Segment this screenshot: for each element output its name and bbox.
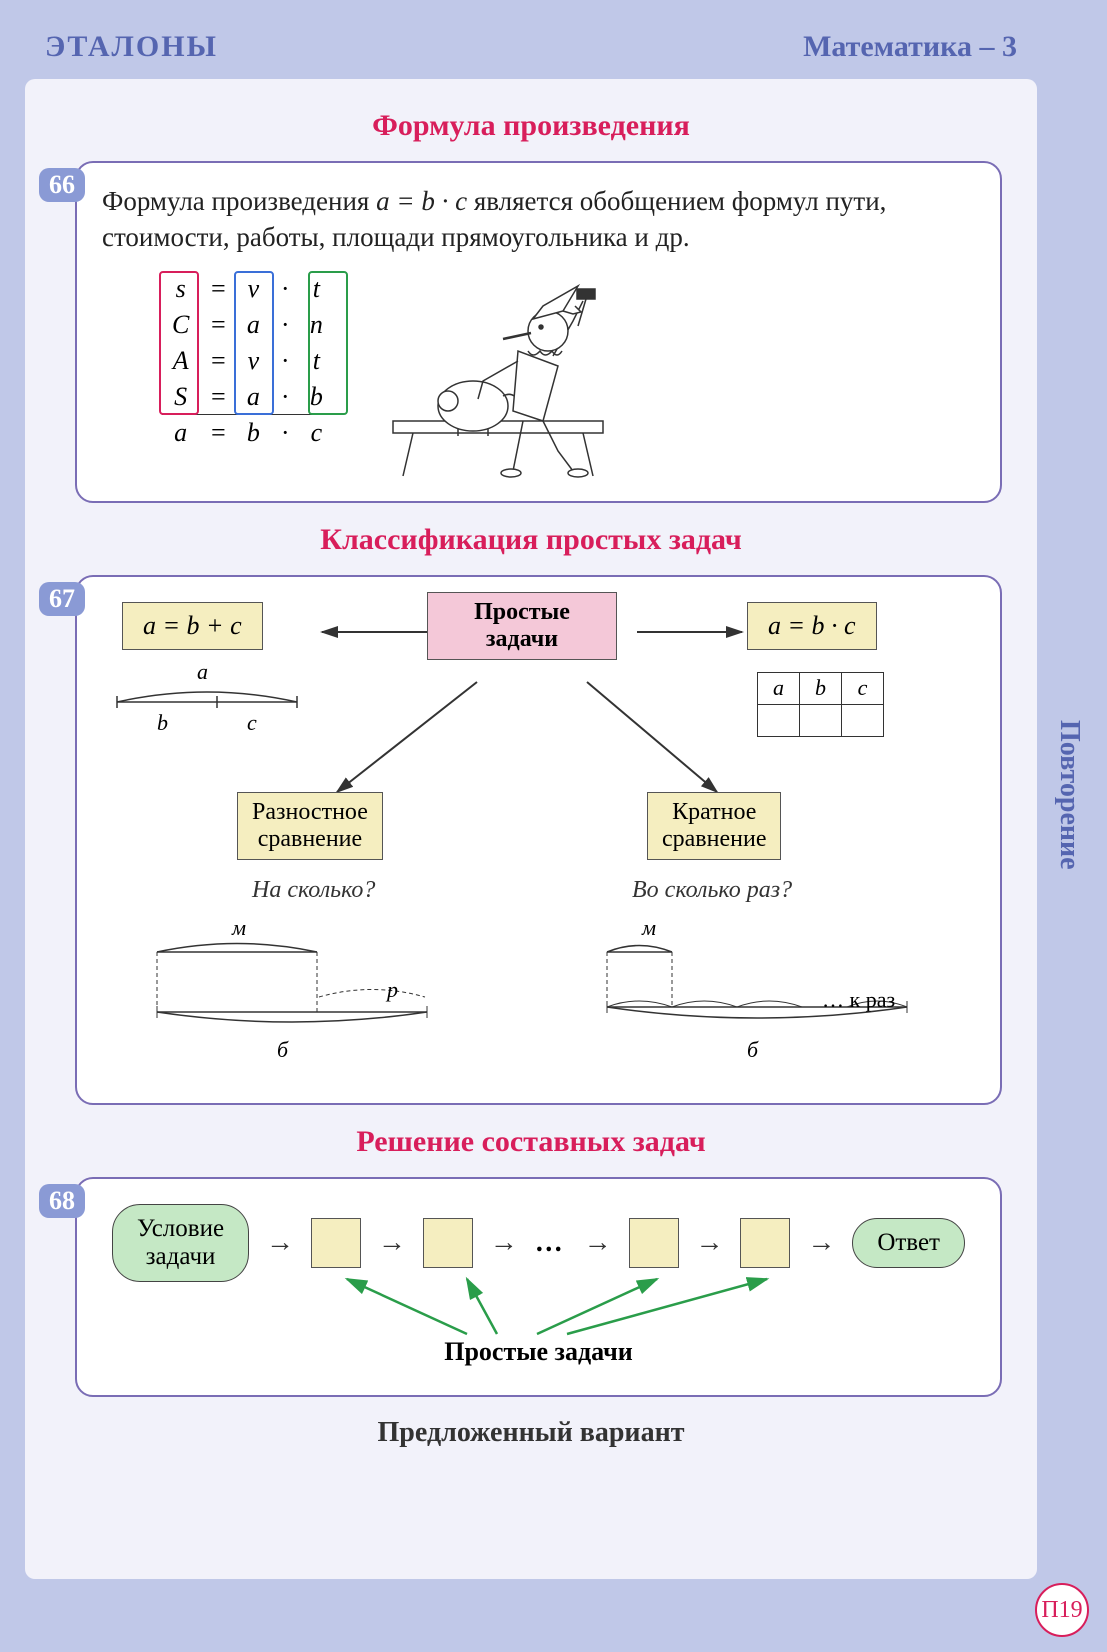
green-arrows: [97, 1274, 977, 1344]
node-left-child: Разностное сравнение: [237, 792, 383, 860]
pill-start: Условие задачи: [112, 1204, 249, 1282]
flow-box-4: [740, 1218, 790, 1268]
card-67: 67 Простые задачи a = b + c a = b · c: [75, 575, 1002, 1105]
footer-title: Предложенный вариант: [40, 1417, 1022, 1449]
arrow-icon: →: [807, 1227, 835, 1259]
badge-66: 66: [39, 168, 85, 202]
column-box-red: [159, 271, 199, 415]
flow-box-2: [423, 1218, 473, 1268]
arrow-icon: →: [696, 1227, 724, 1259]
arrow-icon: →: [584, 1227, 612, 1259]
caption-left: На сколько?: [252, 877, 375, 904]
section-title-1: Формула произведения: [40, 109, 1022, 143]
flow-box-3: [629, 1218, 679, 1268]
flow-box-1: [311, 1218, 361, 1268]
node-right-child: Кратное сравнение: [647, 792, 781, 860]
flow-row: Условие задачи → → → … → → → Ответ: [102, 1204, 975, 1282]
arrow-icon: →: [266, 1227, 294, 1259]
formula-columns: s=v·t C=a·n A=v·t S=a·b a=b·c: [162, 271, 333, 451]
node-right-formula: a = b · c: [747, 602, 877, 650]
dots: …: [535, 1227, 567, 1259]
content-area: Формула произведения 66 Формула произвед…: [25, 79, 1037, 1579]
card-66-text: Формула произведения a = b · c является …: [102, 183, 975, 256]
card-68: 68 Условие задачи → → → … → → → Ответ: [75, 1177, 1002, 1397]
badge-67: 67: [39, 582, 85, 616]
section-title-2: Классификация простых задач: [40, 523, 1022, 557]
column-box-green: [308, 271, 348, 415]
node-left-formula: a = b + c: [122, 602, 263, 650]
pinocchio-illustration: [363, 271, 643, 481]
section-title-3: Решение составных задач: [40, 1125, 1022, 1159]
mini-table: abc: [757, 672, 884, 737]
card-66: 66 Формула произведения a = b · c являет…: [75, 161, 1002, 503]
page-header: ЭТАЛОНЫ Математика – 3: [25, 20, 1037, 79]
badge-68: 68: [39, 1184, 85, 1218]
pill-end: Ответ: [852, 1218, 965, 1268]
node-center: Простые задачи: [427, 592, 617, 660]
segment-a-bc: [107, 682, 327, 732]
sidebar-label: Повторение: [1053, 720, 1085, 870]
page-number: П19: [1035, 1583, 1089, 1637]
header-right: Математика – 3: [803, 30, 1017, 64]
arrow-icon: →: [378, 1227, 406, 1259]
diff-diagram: [147, 937, 447, 1057]
arrow-icon: →: [490, 1227, 518, 1259]
header-left: ЭТАЛОНЫ: [45, 30, 218, 64]
column-box-blue: [234, 271, 274, 415]
caption-right: Во сколько раз?: [632, 877, 792, 904]
